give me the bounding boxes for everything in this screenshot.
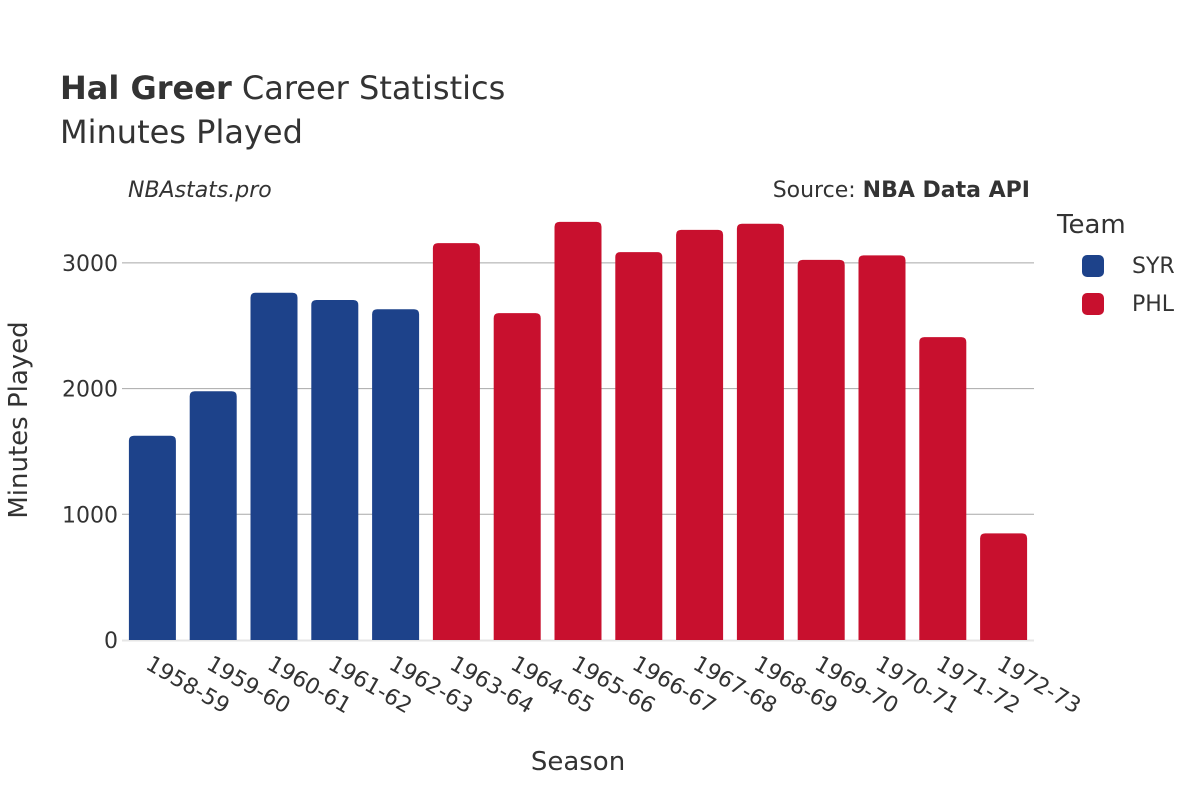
watermark: NBAstats.pro (128, 178, 272, 203)
bar-1972-73 (980, 533, 1028, 640)
chart-title: Hal Greer Career Statistics (60, 68, 505, 108)
source-prefix: Source: (772, 178, 863, 203)
bar-1958-59 (128, 435, 176, 640)
bar-1965-66 (554, 221, 602, 640)
bar-1970-71 (858, 255, 906, 640)
bar-1971-72 (919, 337, 967, 640)
bar-1963-64 (432, 243, 480, 640)
source-credit: Source: NBA Data API (773, 178, 1030, 203)
y-tick-label-2000: 2000 (62, 378, 118, 403)
legend-item-phl[interactable]: PHL (1082, 291, 1175, 317)
source-name: NBA Data API (862, 178, 1030, 203)
legend-label-syr: SYR (1132, 253, 1175, 279)
bar-1969-70 (797, 259, 845, 640)
legend-swatch-syr (1082, 255, 1104, 277)
y-axis-title: Minutes Played (4, 321, 34, 518)
legend-swatch-phl (1082, 293, 1104, 315)
legend-label-phl: PHL (1132, 291, 1175, 317)
legend-item-syr[interactable]: SYR (1082, 253, 1175, 279)
chart-subtitle: Minutes Played (60, 113, 303, 151)
y-tick-label-1000: 1000 (62, 503, 118, 528)
bar-1959-60 (189, 391, 237, 640)
bar-1968-69 (736, 223, 784, 640)
bar-1960-61 (250, 292, 298, 640)
bar-1967-68 (676, 229, 724, 641)
x-axis-title: Season (531, 747, 625, 777)
bar-1961-62 (311, 299, 359, 640)
y-tick-label-0: 0 (104, 629, 118, 654)
y-tick-label-3000: 3000 (62, 252, 118, 277)
legend-title: Team (1057, 210, 1126, 240)
player-name: Hal Greer (60, 69, 232, 107)
bar-1964-65 (493, 313, 541, 640)
bar-1966-67 (615, 252, 663, 641)
title-rest: Career Statistics (231, 69, 506, 107)
bar-1962-63 (372, 309, 420, 640)
